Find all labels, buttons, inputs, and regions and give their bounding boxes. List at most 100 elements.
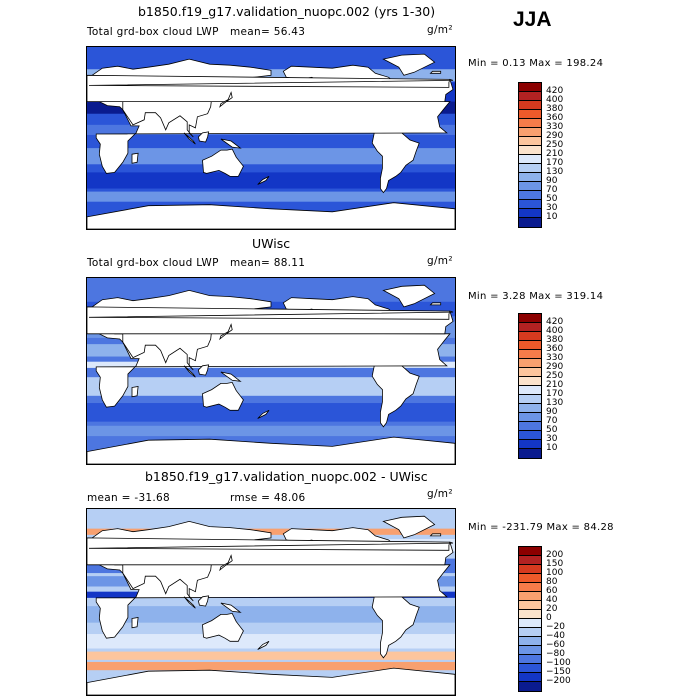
panel-title: b1850.f19_g17.validation_nuopc.002 - UWi… — [145, 469, 428, 484]
continent-japan — [219, 91, 233, 108]
mean-value: mean = -31.68 — [87, 492, 170, 504]
colorbar-tick-label: −40 — [546, 631, 565, 641]
colorbar-tick-label: −200 — [546, 676, 571, 686]
continent-europe-west — [87, 74, 454, 102]
colorbar-swatch — [519, 440, 541, 449]
colorbar-tick-label: 290 — [546, 362, 564, 372]
colorbar-tick-label: 380 — [546, 335, 564, 345]
colorbar-tick-label: 150 — [546, 559, 564, 569]
continent-new-zealand — [257, 409, 270, 419]
colorbar-tick-label: 360 — [546, 113, 564, 123]
colorbar-swatch — [519, 646, 541, 655]
colorbar-swatch — [519, 449, 541, 458]
continent-south-america — [371, 125, 420, 194]
continent-borneo — [197, 364, 210, 376]
world-map — [87, 278, 455, 464]
colorbar-tick-label: 130 — [546, 398, 564, 408]
colorbar-tick-label: 30 — [546, 434, 558, 444]
continent-iceland — [429, 70, 442, 74]
colorbar-swatch — [519, 574, 541, 583]
field-band — [87, 172, 455, 189]
colorbar-swatch — [519, 83, 541, 92]
colorbar-tick-label: −20 — [546, 622, 565, 632]
continent-iceland — [429, 302, 442, 306]
mean-value: mean= 88.11 — [230, 257, 306, 269]
colorbar-tick-label: 90 — [546, 407, 558, 417]
colorbar-swatch — [519, 191, 541, 200]
colorbar-swatch — [519, 182, 541, 191]
field-band — [87, 191, 455, 202]
colorbar — [518, 82, 542, 228]
continent-iceland — [429, 533, 442, 537]
colorbar-swatch — [519, 377, 541, 386]
colorbar-swatch — [519, 673, 541, 682]
colorbar-swatch — [519, 413, 541, 422]
continent-australia — [202, 612, 244, 642]
continent-borneo — [197, 595, 210, 607]
colorbar — [518, 546, 542, 692]
field-band — [87, 377, 455, 396]
colorbar-swatch — [519, 137, 541, 146]
colorbar-swatch — [519, 164, 541, 173]
panel-title: b1850.f19_g17.validation_nuopc.002 (yrs … — [138, 4, 436, 19]
colorbar-tick-label: 250 — [546, 371, 564, 381]
colorbar-tick-label: 380 — [546, 104, 564, 114]
continent-antarctica — [87, 202, 455, 229]
colorbar-tick-label: 200 — [546, 550, 564, 560]
continent-uk — [88, 78, 454, 88]
colorbar-swatch — [519, 610, 541, 619]
colorbar-tick-label: −100 — [546, 658, 571, 668]
colorbar-swatch — [519, 332, 541, 341]
colorbar-tick-label: 60 — [546, 586, 558, 596]
colorbar-swatch — [519, 628, 541, 637]
colorbar-tick-label: 90 — [546, 176, 558, 186]
continent-new-zealand — [257, 176, 270, 185]
field-band — [87, 634, 455, 649]
world-map — [87, 509, 455, 695]
continent-new-guinea — [220, 371, 242, 382]
colorbar-tick-label: 210 — [546, 380, 564, 390]
colorbar-swatch — [519, 592, 541, 601]
colorbar-tick-label: 170 — [546, 389, 564, 399]
continent-australia — [202, 148, 244, 177]
continent-japan — [219, 554, 233, 572]
continent-south-america — [371, 358, 420, 428]
colorbar-swatch — [519, 218, 541, 227]
colorbar-tick-label: 420 — [546, 317, 564, 327]
continent-japan — [219, 323, 233, 341]
min-max-label: Min = 0.13 Max = 198.24 — [468, 58, 604, 69]
field-band — [87, 425, 455, 437]
continent-sumatra — [183, 596, 196, 609]
colorbar-swatch — [519, 404, 541, 413]
field-band — [87, 661, 455, 671]
continent-europe-west — [87, 537, 454, 566]
variable-label: Total grd-box cloud LWP — [87, 26, 219, 38]
colorbar-tick-label: 400 — [546, 326, 564, 336]
colorbar-tick-label: 210 — [546, 149, 564, 159]
colorbar-swatch — [519, 323, 541, 332]
continent-madagascar — [131, 617, 139, 629]
colorbar-swatch — [519, 368, 541, 377]
colorbar-tick-label: 360 — [546, 344, 564, 354]
units-label: g/m² — [427, 488, 453, 500]
colorbar-tick-label: 40 — [546, 595, 558, 605]
min-max-label: Min = -231.79 Max = 84.28 — [468, 522, 614, 533]
continent-greenland — [382, 515, 436, 539]
colorbar-swatch — [519, 583, 541, 592]
continent-sumatra — [183, 132, 196, 145]
colorbar-tick-label: 130 — [546, 167, 564, 177]
colorbar-tick-label: 290 — [546, 131, 564, 141]
colorbar-swatch — [519, 395, 541, 404]
continent-borneo — [197, 131, 210, 143]
colorbar-tick-label: 50 — [546, 425, 558, 435]
continent-new-zealand — [257, 640, 270, 650]
colorbar-tick-label: 330 — [546, 353, 564, 363]
colorbar-tick-label: 70 — [546, 185, 558, 195]
field-band — [87, 148, 455, 165]
continent-antarctica — [87, 436, 455, 464]
colorbar-swatch — [519, 664, 541, 673]
colorbar-tick-label: 420 — [546, 86, 564, 96]
map-panel — [86, 277, 456, 465]
colorbar-tick-label: 70 — [546, 416, 558, 426]
field-band — [87, 606, 455, 623]
